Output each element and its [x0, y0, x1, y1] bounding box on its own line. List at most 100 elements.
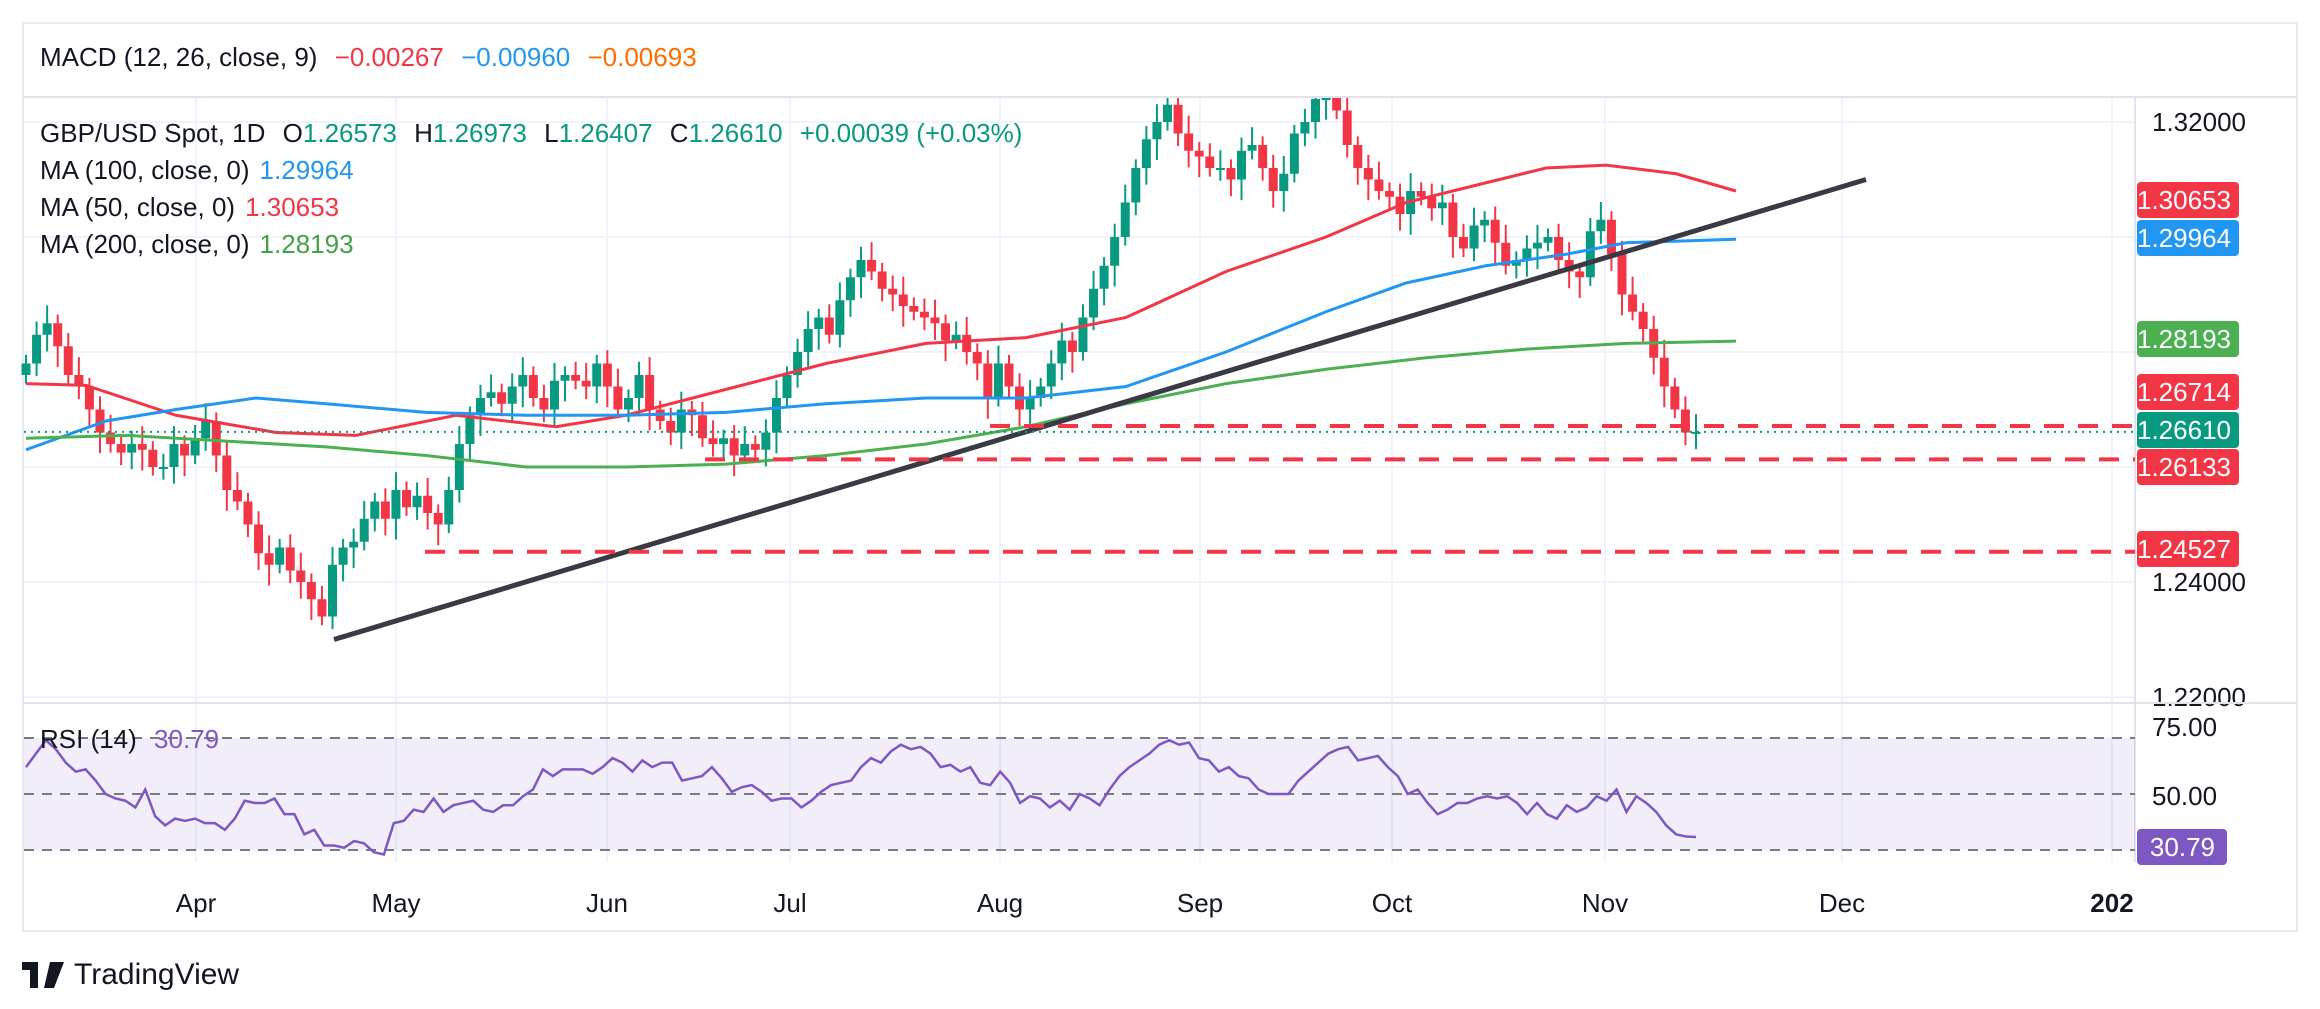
candle-body — [317, 599, 327, 617]
candle-body — [1691, 431, 1701, 434]
pane-separator — [22, 702, 2298, 704]
candle-body — [993, 363, 1003, 398]
candle-body — [285, 547, 295, 571]
candle-body — [750, 444, 760, 450]
candle-body — [1173, 104, 1183, 134]
support-price-tag: 1.26133 — [2137, 449, 2239, 485]
candle-body — [433, 513, 443, 525]
candle-body — [782, 375, 792, 398]
candle-body — [63, 346, 73, 375]
candle-body — [1384, 191, 1394, 197]
candle-body — [211, 421, 221, 456]
macd-value: −0.00267 — [334, 42, 444, 72]
candle-body — [581, 380, 591, 387]
ma50-price-tag: 1.30653 — [2137, 182, 2239, 218]
open-label: O — [282, 118, 303, 148]
candle-body — [549, 380, 559, 410]
candle-body — [1332, 98, 1342, 111]
candle-body — [169, 444, 179, 467]
ma100-line — [25, 237, 1737, 452]
low-label: L — [544, 118, 559, 148]
macd-signal-value: −0.00960 — [461, 42, 571, 72]
candle-body — [1279, 173, 1289, 191]
rsi-value: 30.79 — [154, 724, 220, 754]
candle-body — [1163, 104, 1173, 122]
tradingview-icon — [22, 962, 64, 988]
candle-body — [1184, 133, 1194, 151]
high-label: H — [414, 118, 433, 148]
candle-body — [507, 386, 517, 404]
candle-body — [1078, 317, 1088, 352]
candle-body — [42, 323, 52, 335]
month-label: Dec — [1818, 888, 1866, 918]
candle-body — [1004, 363, 1014, 387]
candle-body — [761, 432, 771, 450]
change-value: +0.00039 (+0.03%) — [799, 118, 1023, 148]
pane-separator — [22, 96, 2298, 98]
ma100-price-tag: 1.29964 — [2137, 220, 2239, 256]
candle-body — [697, 415, 707, 439]
candle-body — [1659, 357, 1669, 387]
candle-body — [1532, 242, 1542, 249]
candle-body — [106, 432, 116, 444]
candle-body — [1564, 260, 1574, 272]
candle-body — [803, 329, 813, 352]
candle-body — [1110, 237, 1120, 266]
candle-body — [1057, 340, 1067, 364]
candle-body — [1416, 191, 1426, 197]
candle-body — [1194, 150, 1204, 157]
candle-body — [1606, 219, 1616, 255]
candle-body — [539, 398, 549, 410]
resistance-price-tag: 1.26714 — [2137, 374, 2239, 410]
tradingview-logo[interactable]: TradingView — [22, 958, 239, 992]
candle-body — [1226, 168, 1236, 180]
candle-body — [930, 317, 940, 324]
candle-body — [1638, 311, 1648, 329]
candle-body — [740, 444, 750, 456]
candle-body — [1289, 133, 1299, 174]
candle-body — [53, 323, 63, 347]
candle-body — [137, 444, 147, 450]
candle-body — [21, 363, 31, 375]
candle-body — [592, 363, 602, 387]
candle-body — [602, 363, 612, 387]
ma50-value: 1.30653 — [245, 192, 340, 222]
candle-body — [1237, 150, 1247, 180]
candle-body — [1522, 248, 1532, 260]
candle-body — [127, 444, 137, 453]
candle-body — [412, 495, 422, 508]
candle-body — [1585, 231, 1595, 278]
candle-body — [845, 277, 855, 301]
candle-body — [613, 386, 623, 410]
low-value: 1.26407 — [558, 118, 653, 148]
rsi-tag: 30.79 — [2137, 829, 2227, 865]
rsi-axis-label: 75.00 — [2152, 712, 2218, 742]
ma100-value: 1.29964 — [259, 155, 354, 185]
symbol-title: GBP/USD Spot, 1D — [40, 118, 266, 148]
price-axis-label: 1.32000 — [2152, 107, 2246, 137]
chart-frame — [22, 22, 2298, 932]
candle-body — [1215, 168, 1225, 170]
candle-body — [1310, 99, 1320, 122]
ma50-line — [25, 163, 1737, 437]
candle-body — [349, 541, 359, 548]
candle-body — [1247, 145, 1257, 151]
month-label: Sep — [1176, 888, 1224, 918]
month-label: Jul — [773, 888, 807, 918]
candle-body — [983, 363, 993, 398]
last-price-tag: 1.26610 — [2137, 412, 2239, 448]
candle-body — [623, 398, 633, 410]
rsi-label: RSI (14) — [40, 724, 137, 754]
candle-body — [264, 553, 274, 565]
candle-body — [232, 490, 242, 502]
candle-body — [1575, 271, 1585, 278]
rsi-line — [24, 738, 1697, 856]
candle-body — [676, 409, 686, 433]
candle-body — [74, 375, 84, 387]
candle-body — [1437, 202, 1447, 209]
candle-body — [1258, 145, 1268, 168]
candle-body — [898, 294, 908, 306]
candle-body — [1036, 386, 1046, 398]
ma100-legend: MA (100, close, 0) 1.29964 — [40, 155, 364, 186]
